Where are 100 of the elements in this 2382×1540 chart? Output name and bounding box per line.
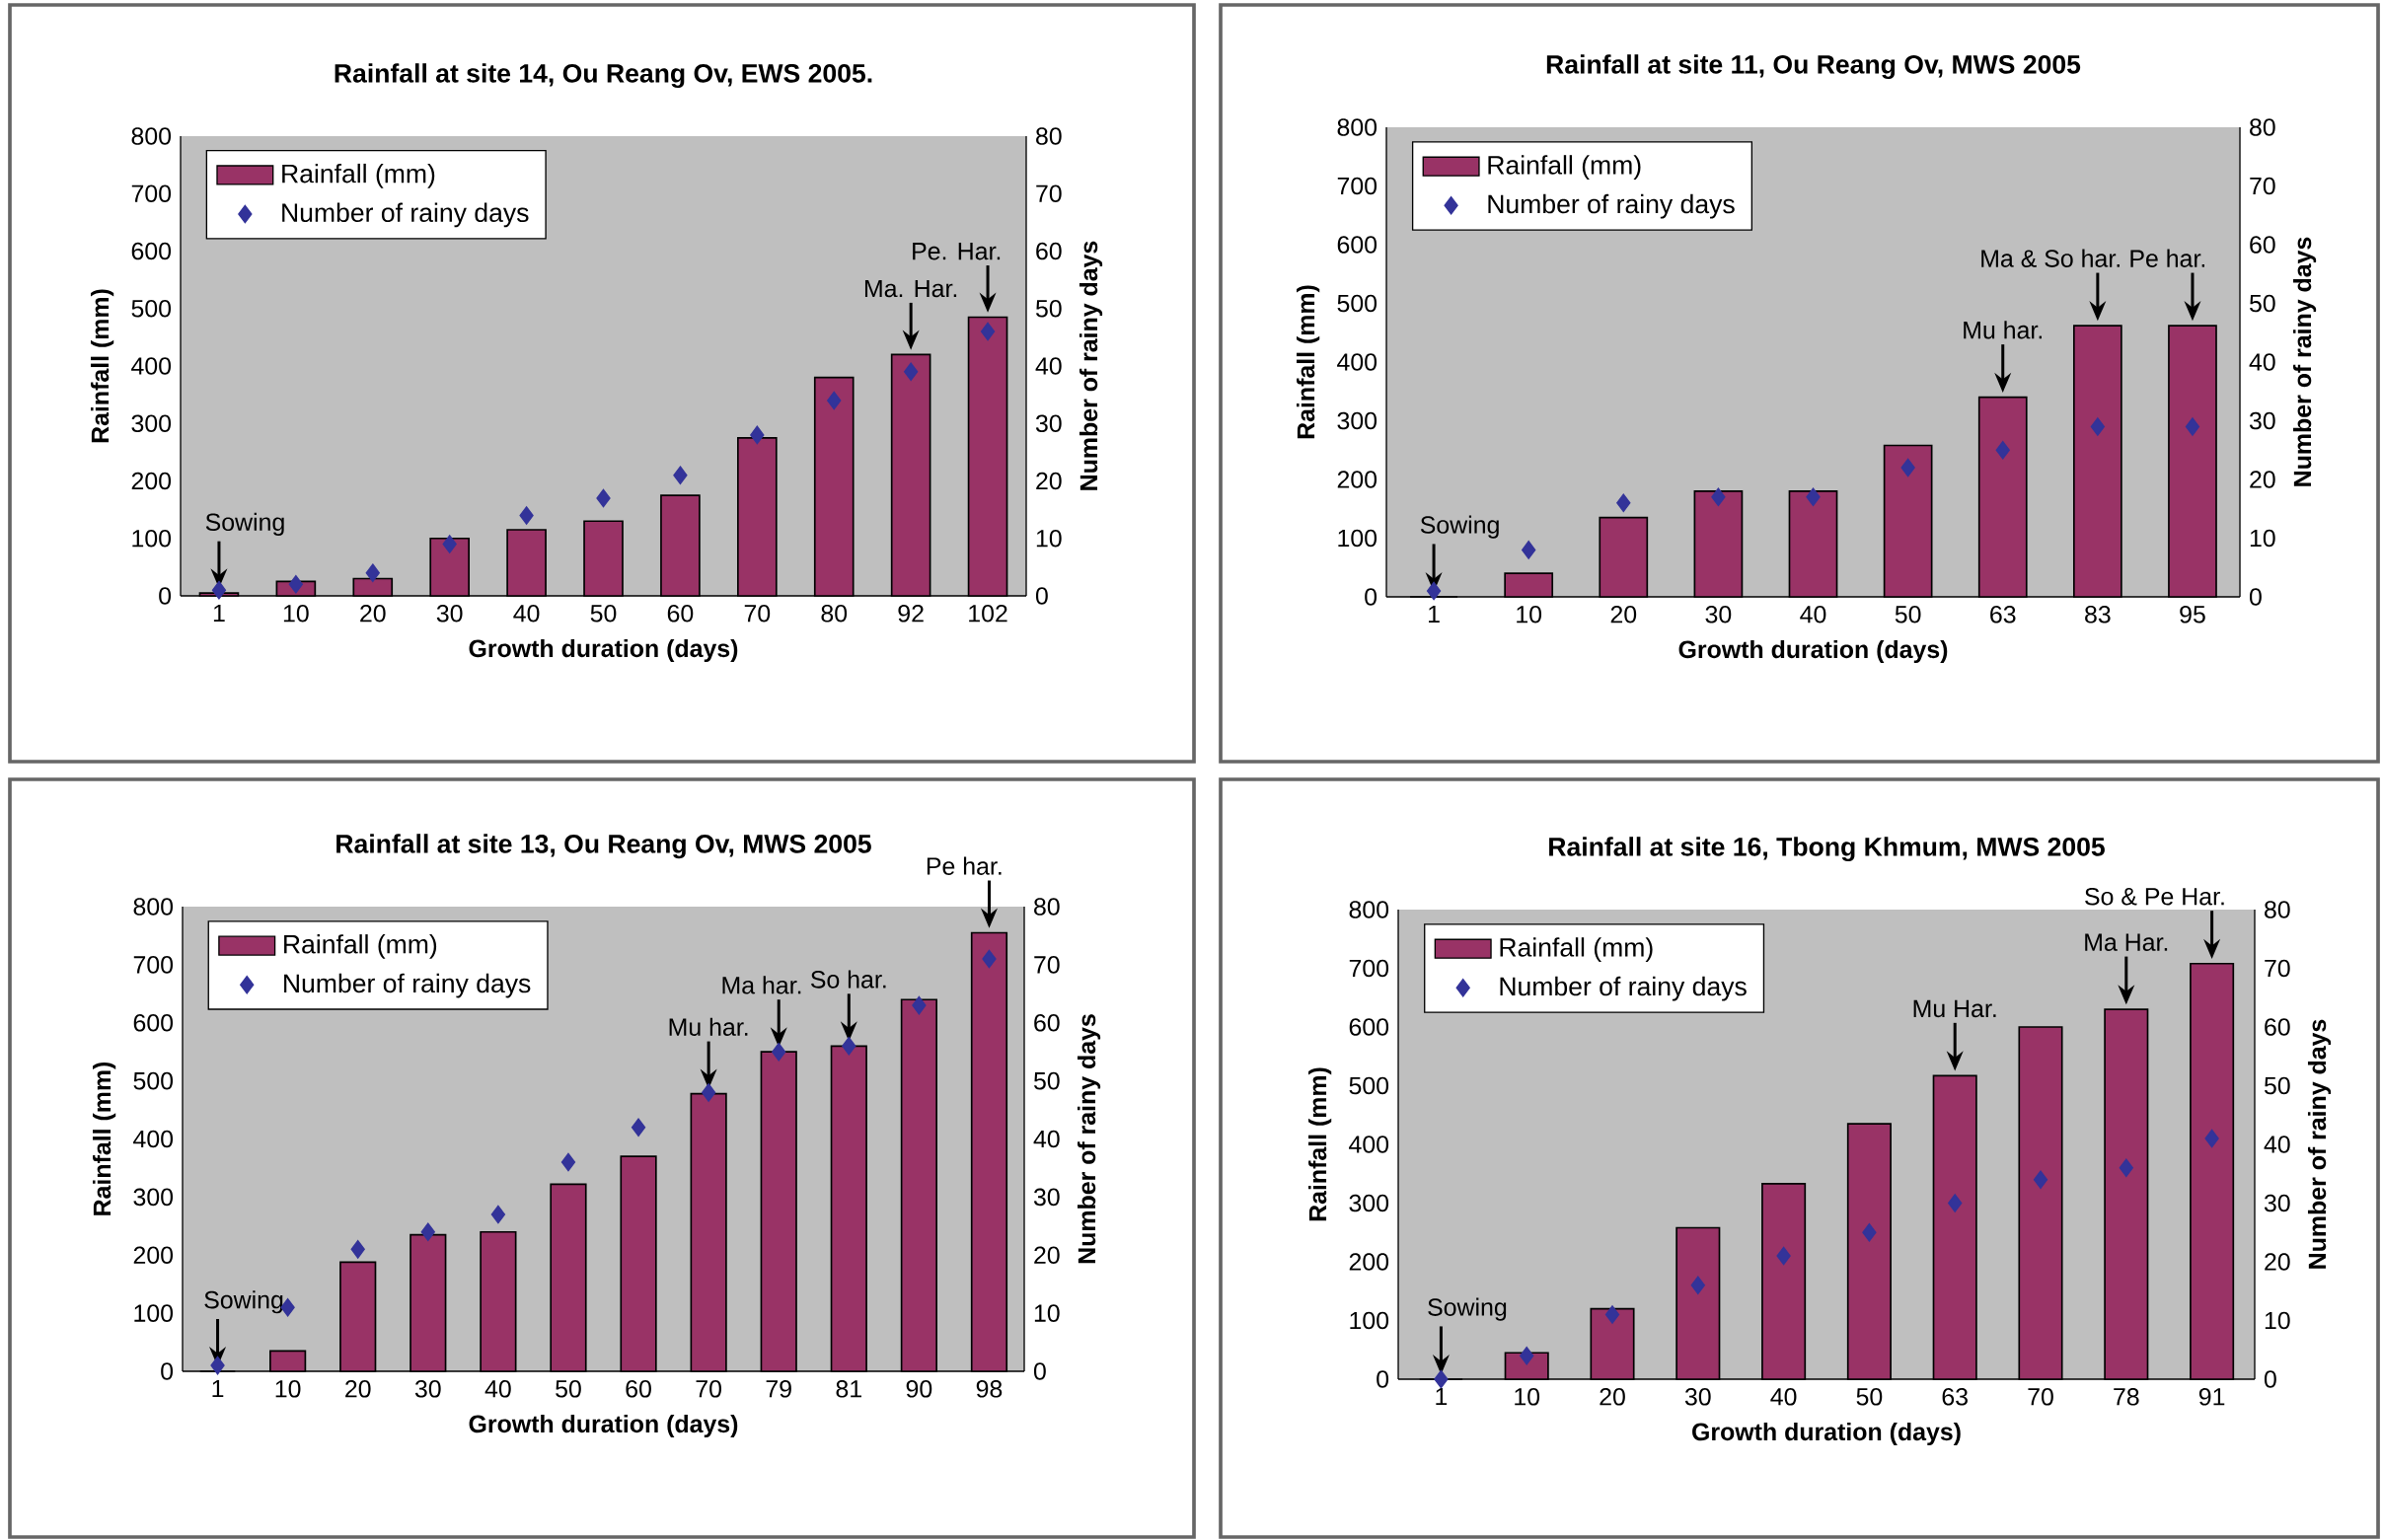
x-tick-label: 70: [2028, 1387, 2053, 1406]
point: [1434, 1369, 1449, 1389]
y2-tick-label: 70: [2265, 959, 2290, 978]
annotation: Sowing: [204, 1290, 283, 1314]
point: [842, 1036, 856, 1056]
y-tick-label: 100: [1350, 1311, 1389, 1330]
point: [519, 506, 534, 525]
y-tick-label: 500: [133, 1071, 174, 1090]
legend-label: Number of rainy days: [284, 973, 531, 998]
x-axis-title: Growth duration (days): [469, 1414, 738, 1438]
point: [442, 535, 457, 553]
y-tick-label: 400: [1337, 353, 1377, 371]
x-tick-label: 102: [969, 604, 1007, 623]
point: [982, 949, 997, 969]
y-tick-label: 100: [1338, 529, 1377, 548]
y2-tick-label: 0: [2264, 1370, 2276, 1388]
point: [2204, 1129, 2219, 1148]
y2-tick-label: 80: [2250, 118, 2275, 136]
y2-tick-label: 10: [1036, 529, 1062, 548]
y-tick-label: 0: [1377, 1370, 1389, 1388]
point: [2119, 1158, 2133, 1178]
point: [980, 322, 996, 341]
y2-tick-label: 50: [2264, 1076, 2290, 1095]
annotation: Sowing: [205, 512, 284, 536]
y-axis-title: Rainfall (mm): [91, 289, 114, 443]
y2-tick-label: 10: [2265, 1311, 2290, 1330]
x-tick-label: 1: [1429, 605, 1440, 623]
point: [1948, 1194, 1963, 1212]
chart-title: Rainfall at site 14, Ou Reang Ov, EWS 2005.: [335, 63, 872, 89]
y-tick-label: 500: [131, 299, 172, 318]
y2-tick-label: 30: [2249, 411, 2275, 430]
chart-title: Rainfall at site 16, Tbong Khmum, MWS 2005: [1549, 837, 2105, 862]
x-tick-label: 40: [1800, 605, 1826, 623]
legend-label: Rainfall (mm): [1500, 937, 1653, 962]
x-tick-label: 30: [414, 1379, 441, 1398]
y2-axis-title: Number of rainy days: [2292, 237, 2317, 486]
point: [1426, 581, 1442, 601]
point: [210, 1356, 225, 1375]
point: [750, 425, 765, 445]
legend-label: Rainfall (mm): [1488, 155, 1641, 180]
y-axis-title: Rainfall (mm): [1308, 1067, 1332, 1221]
y-tick-label: 800: [131, 127, 172, 145]
x-tick-label: 40: [484, 1379, 511, 1398]
x-tick-label: 95: [2180, 605, 2205, 623]
y-tick-label: 700: [1337, 177, 1377, 195]
y2-tick-label: 40: [1035, 357, 1062, 375]
x-tick-label: 81: [836, 1379, 861, 1398]
y2-tick-label: 60: [1034, 1013, 1060, 1032]
y2-tick-label: 20: [2265, 1253, 2290, 1271]
y2-tick-label: 0: [1033, 1362, 1046, 1380]
y2-tick-label: 80: [1036, 127, 1062, 145]
x-tick-label: 10: [1517, 605, 1542, 623]
point: [2185, 417, 2200, 436]
annotation: Mu Har.: [1913, 999, 1996, 1018]
point: [1806, 487, 1821, 507]
x-tick-label: 50: [590, 604, 617, 623]
x-tick-label: 1: [213, 604, 225, 623]
point: [1520, 1346, 1534, 1365]
point: [2033, 1170, 2048, 1190]
x-tick-label: 20: [1600, 1387, 1625, 1406]
y2-tick-label: 40: [1033, 1130, 1060, 1148]
chart-title: Rainfall at site 11, Ou Reang Ov, MWS 2005: [1546, 54, 2081, 80]
point: [673, 466, 688, 485]
x-tick-label: 63: [1942, 1387, 1968, 1406]
legend-label: Number of rainy days: [1488, 193, 1735, 219]
y-tick-label: 800: [1337, 118, 1377, 136]
y2-tick-label: 50: [2249, 294, 2275, 313]
x-tick-label: 91: [2198, 1387, 2225, 1406]
x-tick-label: 60: [667, 604, 694, 623]
x-axis-title: Growth duration (days): [469, 638, 738, 663]
y-tick-label: 500: [1349, 1076, 1389, 1095]
x-tick-label: 1: [212, 1379, 224, 1398]
y-tick-label: 600: [1349, 1018, 1389, 1036]
y-tick-label: 300: [133, 1188, 174, 1207]
annotation: Sowing: [1420, 515, 1499, 539]
y-tick-label: 600: [1337, 236, 1377, 254]
y-axis-title: Rainfall (mm): [93, 1062, 116, 1215]
y-tick-label: 700: [133, 956, 174, 974]
legend-label: Rainfall (mm): [282, 163, 435, 188]
x-tick-label: 10: [275, 1379, 301, 1398]
legend-label: Rainfall (mm): [284, 934, 437, 959]
x-tick-label: 98: [976, 1379, 1003, 1398]
y-tick-label: 200: [133, 1246, 174, 1265]
x-tick-label: 50: [556, 1379, 581, 1398]
point: [211, 580, 227, 600]
x-axis-title: Growth duration (days): [1692, 1422, 1961, 1446]
y2-tick-label: 80: [1034, 898, 1060, 916]
y-tick-label: 400: [1349, 1136, 1389, 1153]
x-tick-label: 50: [1895, 605, 1921, 623]
point: [1604, 1305, 1620, 1324]
point: [1616, 493, 1631, 513]
y2-tick-label: 30: [1033, 1188, 1060, 1207]
x-tick-label: 60: [626, 1379, 651, 1398]
annotation: Pe. Har.: [913, 243, 1001, 260]
y2-tick-label: 60: [2265, 1018, 2290, 1036]
y2-tick-label: 50: [1035, 299, 1062, 318]
x-tick-label: 70: [696, 1379, 721, 1398]
x-tick-label: 78: [2114, 1387, 2139, 1406]
x-tick-label: 80: [821, 604, 848, 623]
y2-tick-label: 10: [2250, 529, 2275, 548]
